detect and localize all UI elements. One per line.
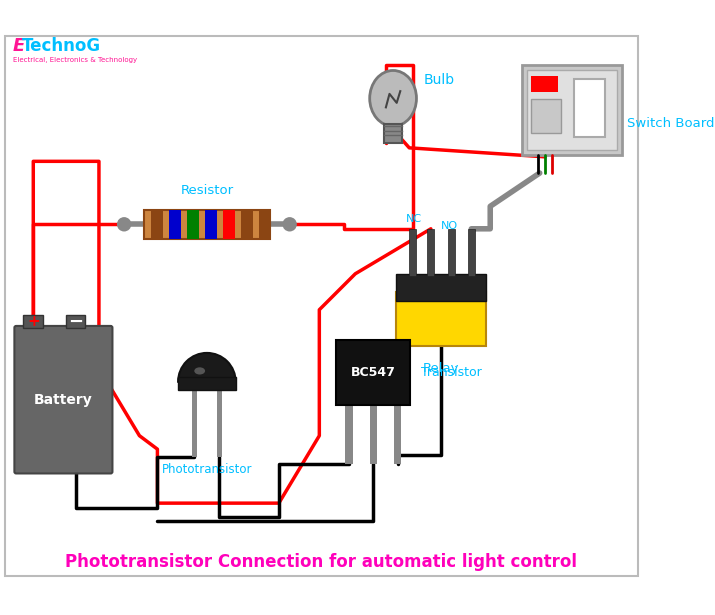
Text: Electrical, Electronics & Technology: Electrical, Electronics & Technology [13,57,137,63]
Text: TechnoG: TechnoG [21,37,101,55]
Bar [217,390,222,458]
Bar [144,210,270,239]
Circle shape [117,217,132,231]
Text: NO: NO [441,221,458,231]
Text: Phototransistor: Phototransistor [162,462,252,475]
Bar [151,210,163,239]
Text: Bulb: Bulb [424,73,455,87]
Bar [531,99,561,133]
Bar [370,405,377,464]
Bar [169,210,181,239]
Text: +: + [28,314,41,329]
Bar [522,65,623,155]
Text: NC: NC [405,213,422,224]
Text: Switch Board: Switch Board [627,117,714,130]
Bar [178,377,236,390]
Text: E: E [13,37,25,55]
Bar [345,405,352,464]
Text: Phototransistor Connection for automatic light control: Phototransistor Connection for automatic… [65,553,577,571]
Bar [574,79,606,137]
Bar [259,210,271,239]
Bar [223,210,235,239]
Bar [531,76,558,92]
Text: Resistor: Resistor [180,184,234,197]
Bar [409,229,416,276]
Text: Battery: Battery [34,393,93,407]
Circle shape [282,217,297,231]
Bar [192,390,197,458]
Ellipse shape [370,71,416,126]
Wedge shape [178,353,236,382]
FancyBboxPatch shape [14,326,112,474]
Text: Transistor: Transistor [421,366,482,379]
Bar [428,229,435,276]
Bar [527,71,617,149]
Bar [241,210,253,239]
Bar [337,340,410,405]
Text: −: − [68,312,83,330]
Bar [468,229,475,276]
Bar [396,292,485,346]
Bar [187,210,199,239]
Bar [396,274,485,301]
Ellipse shape [194,367,205,375]
Bar [66,315,86,328]
Bar [448,229,455,276]
Bar [205,210,217,239]
Bar [24,315,43,328]
Bar [384,124,402,143]
Text: Relay: Relay [423,362,459,375]
Text: BC547: BC547 [351,366,395,379]
Bar [394,405,401,464]
